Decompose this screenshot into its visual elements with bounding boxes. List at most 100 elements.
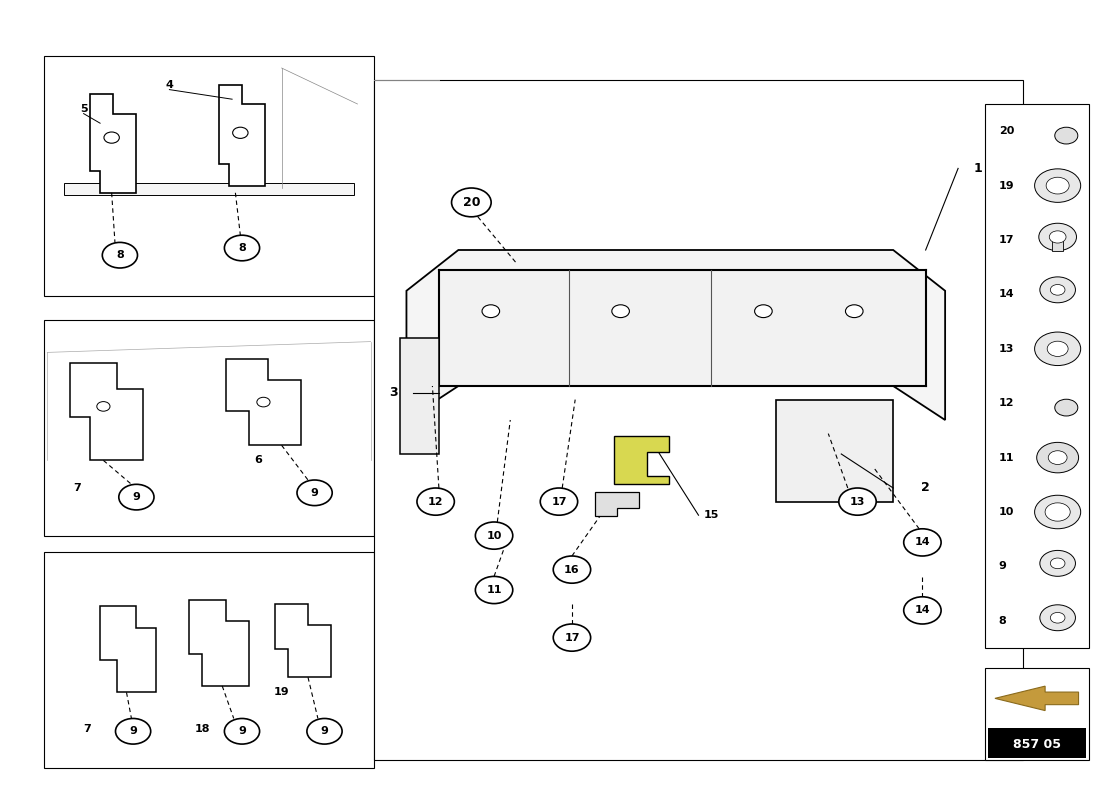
Circle shape — [612, 305, 629, 318]
Circle shape — [119, 484, 154, 510]
Circle shape — [1049, 231, 1066, 243]
Text: 14: 14 — [914, 538, 931, 547]
Circle shape — [297, 480, 332, 506]
Polygon shape — [90, 94, 136, 193]
Text: euro
parts: euro parts — [530, 254, 790, 466]
Text: 13: 13 — [999, 344, 1014, 354]
Circle shape — [1035, 495, 1080, 529]
Text: 4: 4 — [165, 80, 174, 90]
Circle shape — [904, 529, 942, 556]
Circle shape — [755, 305, 772, 318]
Text: 20: 20 — [463, 196, 480, 209]
Text: 9: 9 — [999, 562, 1007, 571]
Circle shape — [475, 522, 513, 549]
Polygon shape — [614, 435, 669, 483]
Polygon shape — [595, 492, 639, 517]
Text: 12: 12 — [999, 398, 1014, 408]
Text: 1: 1 — [974, 162, 982, 175]
Bar — [984, 104, 1089, 648]
Circle shape — [1040, 605, 1076, 630]
Text: 8: 8 — [116, 250, 124, 260]
Text: 14: 14 — [999, 290, 1014, 299]
Bar — [44, 56, 374, 296]
Circle shape — [1035, 332, 1080, 366]
Circle shape — [232, 127, 248, 138]
Circle shape — [1047, 341, 1068, 357]
Polygon shape — [226, 359, 301, 446]
Circle shape — [540, 488, 578, 515]
Circle shape — [1036, 442, 1079, 473]
Bar — [44, 552, 374, 768]
Text: 17: 17 — [999, 235, 1014, 245]
Circle shape — [1050, 558, 1065, 569]
Bar — [777, 399, 893, 502]
Text: 11: 11 — [999, 453, 1014, 462]
Circle shape — [1040, 277, 1076, 302]
Circle shape — [1040, 550, 1076, 576]
Polygon shape — [64, 183, 354, 195]
Text: 10: 10 — [486, 530, 502, 541]
Circle shape — [482, 305, 499, 318]
Polygon shape — [994, 686, 1078, 710]
Circle shape — [553, 624, 591, 651]
Text: 8: 8 — [999, 616, 1007, 626]
Polygon shape — [275, 604, 331, 678]
Text: 10: 10 — [999, 507, 1014, 517]
Text: 11: 11 — [486, 585, 502, 595]
Polygon shape — [189, 599, 249, 686]
Circle shape — [1045, 503, 1070, 521]
Circle shape — [116, 718, 151, 744]
Text: 14: 14 — [914, 606, 931, 615]
Circle shape — [839, 488, 877, 515]
Bar — [400, 338, 439, 454]
Circle shape — [1035, 169, 1080, 202]
Circle shape — [224, 718, 260, 744]
Bar — [984, 668, 1089, 760]
Circle shape — [553, 556, 591, 583]
Text: 18: 18 — [195, 724, 210, 734]
Circle shape — [1050, 613, 1065, 623]
Circle shape — [451, 188, 491, 217]
Circle shape — [103, 132, 119, 143]
Text: 7: 7 — [82, 724, 91, 734]
Circle shape — [257, 398, 271, 407]
Text: 17: 17 — [551, 497, 566, 506]
Text: 19: 19 — [999, 181, 1014, 190]
Circle shape — [224, 235, 260, 261]
Polygon shape — [70, 363, 143, 461]
Text: 7: 7 — [73, 483, 81, 494]
Bar — [988, 728, 1086, 758]
Circle shape — [1038, 223, 1077, 250]
Circle shape — [1055, 399, 1078, 416]
Polygon shape — [407, 250, 945, 420]
Bar — [1053, 237, 1063, 250]
Bar — [44, 320, 374, 536]
Circle shape — [417, 488, 454, 515]
Text: 20: 20 — [999, 126, 1014, 136]
Polygon shape — [100, 606, 156, 692]
Circle shape — [97, 402, 110, 411]
Text: 3: 3 — [389, 386, 398, 399]
Circle shape — [1055, 127, 1078, 144]
Circle shape — [1048, 450, 1067, 465]
Circle shape — [102, 242, 138, 268]
Text: 13: 13 — [850, 497, 866, 506]
Circle shape — [846, 305, 864, 318]
Circle shape — [475, 576, 513, 603]
Circle shape — [904, 597, 942, 624]
Circle shape — [307, 718, 342, 744]
Text: 857 05: 857 05 — [1013, 738, 1060, 751]
Text: 9: 9 — [310, 488, 319, 498]
Text: 9: 9 — [320, 726, 329, 736]
Polygon shape — [219, 85, 265, 186]
Text: 12: 12 — [428, 497, 443, 506]
Text: 17: 17 — [564, 633, 580, 642]
Text: 2: 2 — [922, 482, 930, 494]
Text: a passion for parts since 1985: a passion for parts since 1985 — [484, 498, 792, 654]
Text: 5: 5 — [80, 104, 87, 114]
Text: 16: 16 — [564, 565, 580, 574]
Text: 9: 9 — [132, 492, 141, 502]
Circle shape — [1050, 285, 1065, 295]
Text: 8: 8 — [238, 243, 246, 253]
Bar — [374, 80, 1023, 760]
